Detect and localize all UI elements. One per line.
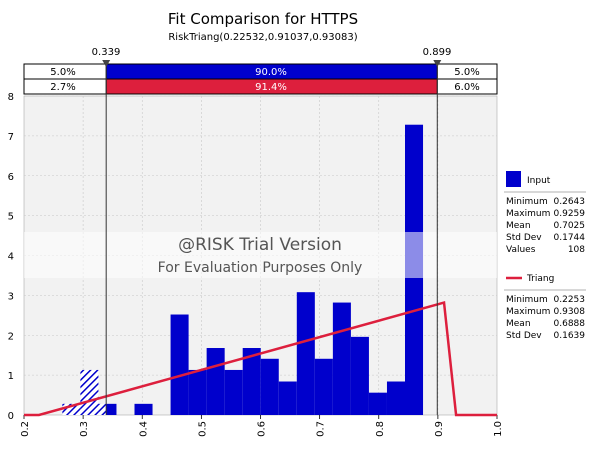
chart-title: Fit Comparison for HTTPS bbox=[168, 10, 358, 28]
x-tick-label: 0.5 bbox=[197, 421, 208, 437]
right-marker-label: 0.899 bbox=[423, 47, 452, 58]
legend-stat-value: 0.9259 bbox=[554, 209, 586, 219]
legend-stat-value: 0.7025 bbox=[554, 221, 586, 231]
histogram-bar bbox=[279, 382, 297, 415]
legend-stat-name: Std Dev bbox=[506, 233, 542, 243]
histogram-bar bbox=[351, 337, 369, 415]
y-tick-label: 6 bbox=[8, 172, 14, 183]
histogram-bar bbox=[261, 359, 279, 415]
legend-stat-name: Mean bbox=[506, 319, 531, 329]
y-tick-label: 2 bbox=[8, 331, 14, 342]
legend-stat-name: Mean bbox=[506, 221, 531, 231]
watermark-line-1: @RISK Trial Version bbox=[178, 235, 342, 255]
y-tick-label: 4 bbox=[8, 252, 14, 263]
histogram-bar-tail bbox=[98, 404, 106, 415]
histogram-bar bbox=[297, 292, 315, 415]
legend: Input Minimum 0.2643 Maximum 0.9259 Mean 0.70… bbox=[504, 171, 586, 341]
x-tick-label: 0.4 bbox=[138, 421, 149, 437]
legend-fit-label: Triang bbox=[526, 274, 554, 284]
histogram-bar bbox=[225, 370, 243, 415]
legend-stat-name: Maximum bbox=[506, 209, 550, 219]
probability-bands: 5.0% 90.0% 5.0% 2.7% 91.4% 6.0% bbox=[24, 64, 497, 94]
x-tick-label: 0.2 bbox=[20, 421, 31, 437]
x-axis-ticks: 0.2 0.3 0.4 0.5 0.6 0.7 0.8 0.9 1.0 bbox=[20, 415, 504, 437]
fit-band-middle-label: 91.4% bbox=[255, 82, 287, 93]
legend-input-stats: Minimum 0.2643 Maximum 0.9259 Mean 0.7025 Std … bbox=[506, 197, 585, 255]
y-tick-label: 5 bbox=[8, 212, 14, 223]
histogram-bar-tail bbox=[80, 370, 98, 415]
legend-stat-name: Minimum bbox=[506, 197, 548, 207]
legend-stat-name: Std Dev bbox=[506, 331, 542, 341]
legend-stat-value: 0.2253 bbox=[554, 295, 586, 305]
y-tick-label: 0 bbox=[8, 411, 14, 422]
input-band-right-label: 5.0% bbox=[454, 67, 479, 78]
histogram-bar bbox=[189, 370, 207, 415]
y-tick-label: 7 bbox=[8, 132, 14, 143]
legend-stat-name: Minimum bbox=[506, 295, 548, 305]
histogram-bar bbox=[369, 393, 387, 415]
legend-input-label: Input bbox=[527, 176, 551, 186]
legend-stat-name: Maximum bbox=[506, 307, 550, 317]
y-axis-ticks: 0 1 2 3 4 5 6 7 8 bbox=[8, 92, 14, 422]
legend-stat-value: 0.2643 bbox=[554, 197, 586, 207]
x-tick-label: 0.9 bbox=[434, 421, 445, 437]
histogram-bar bbox=[387, 382, 405, 415]
x-tick-label: 0.6 bbox=[257, 421, 268, 437]
legend-stat-value: 0.1639 bbox=[554, 331, 586, 341]
y-tick-label: 1 bbox=[8, 371, 14, 382]
x-tick-label: 1.0 bbox=[493, 421, 504, 437]
input-band-middle-label: 90.0% bbox=[255, 67, 287, 78]
y-tick-label: 8 bbox=[8, 92, 14, 103]
legend-stat-value: 0.9308 bbox=[554, 307, 586, 317]
histogram-bar bbox=[171, 315, 189, 415]
x-tick-label: 0.8 bbox=[375, 421, 386, 437]
x-tick-label: 0.3 bbox=[79, 421, 90, 437]
legend-stat-value: 0.1744 bbox=[554, 233, 586, 243]
x-tick-label: 0.7 bbox=[316, 421, 327, 437]
legend-input-swatch bbox=[506, 171, 521, 187]
y-tick-label: 3 bbox=[8, 291, 14, 302]
fit-band-right-label: 6.0% bbox=[454, 82, 479, 93]
legend-stat-name: Values bbox=[506, 245, 536, 255]
legend-fit-stats: Minimum 0.2253 Maximum 0.9308 Mean 0.6888 Std … bbox=[506, 295, 585, 341]
legend-stat-value: 108 bbox=[568, 245, 585, 255]
fit-band-left-label: 2.7% bbox=[50, 82, 75, 93]
histogram-bar bbox=[315, 359, 333, 415]
histogram-bar bbox=[106, 404, 116, 415]
legend-stat-value: 0.6888 bbox=[554, 319, 586, 329]
histogram-bar bbox=[135, 404, 153, 415]
chart-subtitle: RiskTriang(0.22532,0.91037,0.93083) bbox=[168, 32, 357, 43]
watermark-line-2: For Evaluation Purposes Only bbox=[158, 260, 363, 276]
histogram-bar bbox=[207, 348, 225, 415]
left-marker-label: 0.339 bbox=[92, 47, 121, 58]
input-band-left-label: 5.0% bbox=[50, 67, 75, 78]
histogram-bar bbox=[333, 303, 351, 415]
